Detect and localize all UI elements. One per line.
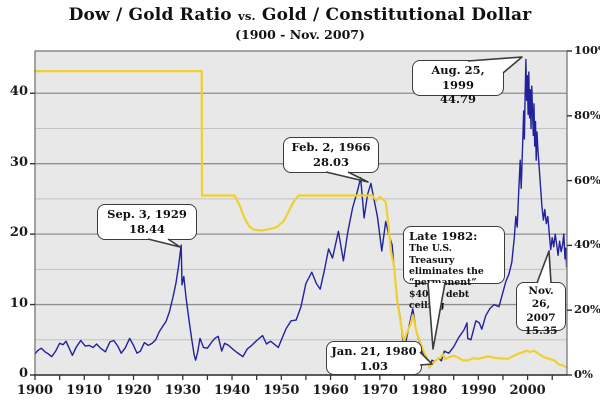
callout-line: 2007 — [526, 311, 556, 324]
callout-line: Late 1982: — [409, 229, 478, 243]
callout-nov-26-2007: Nov. 26, 2007 15.35 — [516, 282, 566, 337]
callout-aug-25-1999: Aug. 25, 1999 44.79 — [412, 60, 504, 106]
left-axis-tick-label: 30 — [9, 154, 28, 170]
chart-title: Dow / Gold Ratio vs. Gold / Constitution… — [0, 5, 600, 25]
callout-line: 15.35 — [524, 325, 558, 338]
right-axis-tick-label: 40% — [574, 237, 600, 252]
x-axis-tick-label: 1940 — [213, 383, 251, 398]
callout-line: 18.44 — [128, 221, 165, 236]
callout-line: 28.03 — [312, 154, 349, 169]
x-axis-tick-label: 1900 — [16, 383, 54, 398]
x-axis-tick-label: 1990 — [460, 383, 497, 398]
callout-line: 1.03 — [359, 358, 388, 373]
chart-subtitle: (1900 - Nov. 2007) — [235, 27, 365, 42]
x-axis-tick-label: 1970 — [361, 383, 398, 398]
x-axis-tick-label: 1910 — [66, 383, 103, 398]
callout-line: The U.S. Treasury — [409, 243, 455, 266]
left-axis-tick-label: 10 — [9, 295, 28, 311]
x-axis-tick-label: 1920 — [115, 383, 152, 398]
x-axis-tick-label: 2000 — [509, 383, 546, 398]
callout-sep-3-1929: Sep. 3, 1929 18.44 — [97, 204, 197, 240]
chart-title-left: Dow / Gold Ratio — [68, 5, 232, 25]
gold-dollar-series-line — [33, 69, 568, 369]
callout-line: 44.79 — [439, 92, 476, 107]
chart-title-vs: vs. — [237, 9, 256, 23]
x-axis-tick-label: 1980 — [410, 383, 448, 398]
callout-late-1982: Late 1982: The U.S. Treasury eliminates th… — [403, 226, 505, 311]
right-axis-tick-label: 20% — [574, 302, 600, 317]
dow-gold-series-line — [34, 58, 568, 369]
callout-line: $400B debt ceiling — [409, 288, 470, 312]
callout-jan-21-1980: Jan. 21, 1980 1.03 — [326, 341, 422, 375]
chart-title-right: Gold / Constitutional Dollar — [261, 5, 532, 25]
callout-feb-2-1966: Feb. 2, 1966 28.03 — [283, 137, 379, 173]
callout-line: Nov. 26, — [528, 285, 554, 311]
right-axis-tick-label: 100% — [574, 43, 600, 57]
left-axis-tick-label: 40 — [9, 84, 28, 100]
right-axis-tick-label: 0% — [574, 367, 593, 381]
right-axis-tick-label: 60% — [574, 172, 600, 187]
right-axis-tick-label: 80% — [574, 107, 600, 122]
x-axis-tick-label: 1950 — [263, 383, 300, 398]
x-axis-tick-label: 1960 — [312, 383, 349, 398]
callout-line: Feb. 2, 1966 — [291, 140, 371, 154]
x-axis-tick-label: 1930 — [164, 383, 201, 398]
callout-line: Sep. 3, 1929 — [107, 207, 187, 221]
left-axis-tick-label: 0 — [18, 366, 28, 381]
callout-line: “permanent” — [409, 277, 477, 289]
callout-line: eliminates the — [409, 266, 484, 278]
callout-line: Aug. 25, 1999 — [431, 63, 485, 92]
callout-line: Jan. 21, 1980 — [331, 344, 417, 358]
left-axis-tick-label: 20 — [9, 225, 28, 241]
